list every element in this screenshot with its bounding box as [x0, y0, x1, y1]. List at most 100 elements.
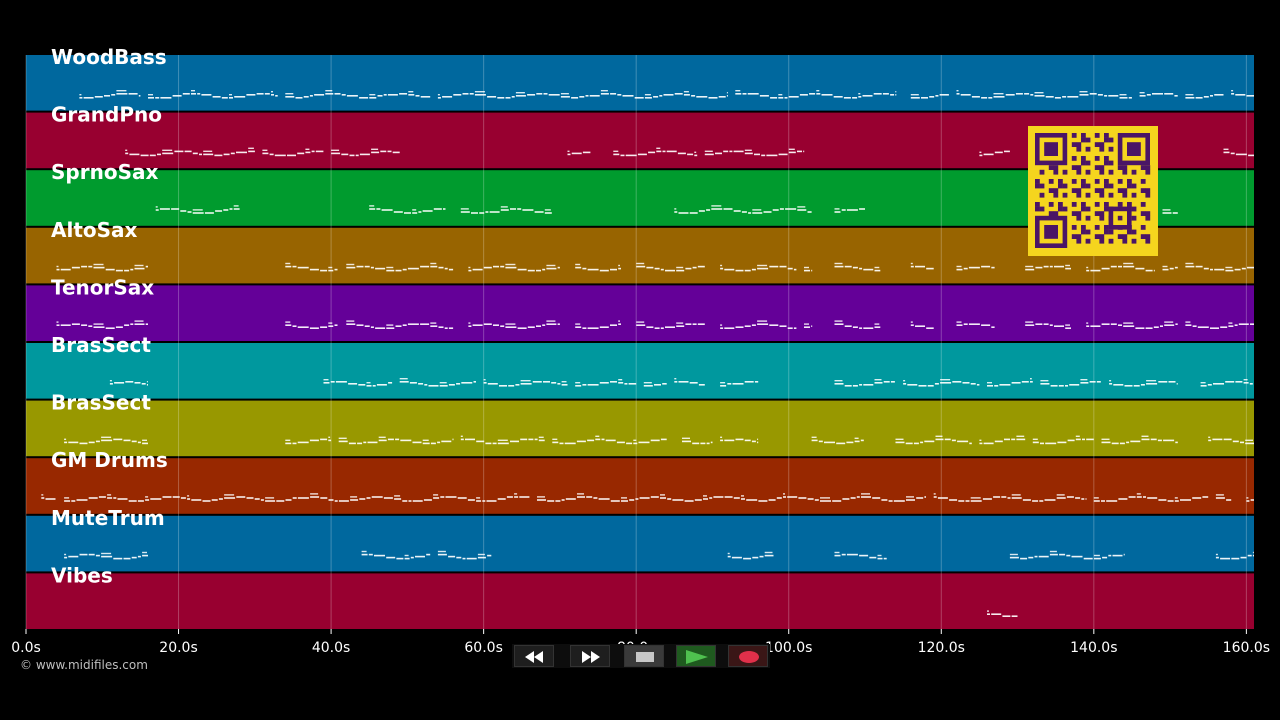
note-segment — [956, 321, 995, 328]
note-segment — [674, 205, 812, 214]
time-tick-label: 60.0s — [464, 640, 502, 656]
track-lane — [26, 343, 1254, 399]
time-tick-label: 140.0s — [1070, 640, 1117, 656]
note-segment — [1025, 264, 1071, 271]
piano-roll: WoodBass GrandPno SprnoSax AltoSax TenorSax B… — [11, 45, 1270, 656]
track-lane — [26, 285, 1254, 341]
note-segment — [1215, 494, 1232, 501]
rewind-button[interactable] — [514, 645, 554, 667]
note-segment — [331, 148, 400, 157]
note-segment — [1109, 380, 1178, 387]
note-segment — [704, 148, 805, 157]
note-segment — [1086, 321, 1178, 329]
track-name: WoodBass — [51, 45, 167, 69]
note-segment — [910, 262, 934, 270]
note-segment — [910, 94, 949, 99]
note-segment — [1215, 551, 1254, 560]
note-segment — [674, 378, 705, 386]
track-lane — [26, 515, 1254, 572]
track-name: MuteTrum — [51, 506, 165, 530]
fast-forward-button[interactable] — [570, 645, 610, 667]
note-segment — [643, 382, 667, 387]
note-segment — [64, 493, 530, 502]
note-segment — [552, 435, 667, 445]
track-name: GM Drums — [51, 448, 168, 472]
record-icon — [739, 651, 759, 663]
stop-button[interactable] — [624, 645, 664, 667]
note-segment — [1040, 379, 1101, 387]
note-segment — [1101, 435, 1178, 445]
note-segment — [1185, 262, 1254, 272]
note-segment — [1086, 262, 1155, 272]
time-tick-label: 120.0s — [918, 640, 965, 656]
note-segment — [720, 436, 759, 444]
note-segment — [460, 435, 545, 445]
qr-code-icon — [1028, 126, 1158, 256]
track-name: GrandPno — [51, 103, 162, 127]
note-segment — [636, 262, 705, 272]
time-tick-label: 40.0s — [312, 640, 350, 656]
note-segment — [64, 551, 148, 560]
note-segment — [437, 550, 492, 560]
note-segment — [811, 436, 864, 445]
note-segment — [720, 320, 797, 329]
note-segment — [1208, 436, 1254, 445]
track-name: TenorSax — [51, 275, 154, 299]
note-segment — [834, 551, 887, 560]
stop-icon — [636, 652, 654, 662]
note-segment — [720, 381, 759, 387]
copyright-text: © www.midifiles.com — [20, 658, 148, 672]
track-name: Vibes — [51, 563, 113, 587]
note-segment — [1025, 321, 1071, 329]
track-name: SprnoSax — [51, 160, 158, 184]
note-segment — [155, 205, 240, 214]
note-segment — [1200, 379, 1253, 387]
record-button[interactable] — [728, 645, 768, 667]
note-segment — [834, 208, 865, 213]
note-segment — [148, 90, 278, 99]
note-segment — [56, 263, 148, 272]
note-segment — [285, 262, 338, 272]
rewind-icon — [525, 651, 543, 663]
note-segment — [1246, 497, 1254, 502]
note-segment — [903, 379, 980, 387]
note-segment — [1185, 94, 1224, 99]
time-tick-label: 100.0s — [765, 640, 812, 656]
note-segment — [109, 380, 148, 386]
note-segment — [720, 264, 797, 272]
note-segment — [1009, 550, 1125, 560]
note-segment — [834, 262, 881, 272]
note-segment — [979, 150, 1010, 157]
track-lane — [26, 458, 1254, 514]
play-button[interactable] — [676, 645, 716, 667]
note-segment — [1231, 90, 1254, 97]
track-lane — [26, 55, 1254, 111]
note-segment — [575, 320, 621, 329]
note-segment — [285, 321, 338, 329]
note-segment — [727, 551, 774, 560]
note-segment — [834, 320, 881, 329]
note-segment — [987, 610, 1018, 617]
note-segment — [1185, 321, 1254, 329]
note-segment — [346, 320, 454, 329]
note-segment — [575, 379, 637, 387]
fast-forward-icon — [582, 651, 600, 663]
note-segment — [125, 147, 255, 157]
time-tick-label: 160.0s — [1223, 640, 1270, 656]
note-segment — [1032, 435, 1094, 445]
track-lane — [26, 573, 1254, 629]
track-name: BrasSect — [51, 333, 151, 357]
play-icon — [686, 650, 708, 664]
note-segment — [483, 379, 568, 387]
note-segment — [1162, 209, 1178, 214]
note-segment — [361, 550, 431, 560]
time-tick-label: 20.0s — [159, 640, 197, 656]
transport-controls — [512, 644, 770, 668]
note-segment — [575, 263, 621, 272]
note-segment — [804, 266, 813, 272]
note-segment — [41, 494, 56, 500]
note-segment — [460, 206, 552, 214]
note-segment — [1223, 148, 1254, 157]
note-segment — [933, 493, 1087, 502]
note-segment — [1139, 92, 1178, 97]
